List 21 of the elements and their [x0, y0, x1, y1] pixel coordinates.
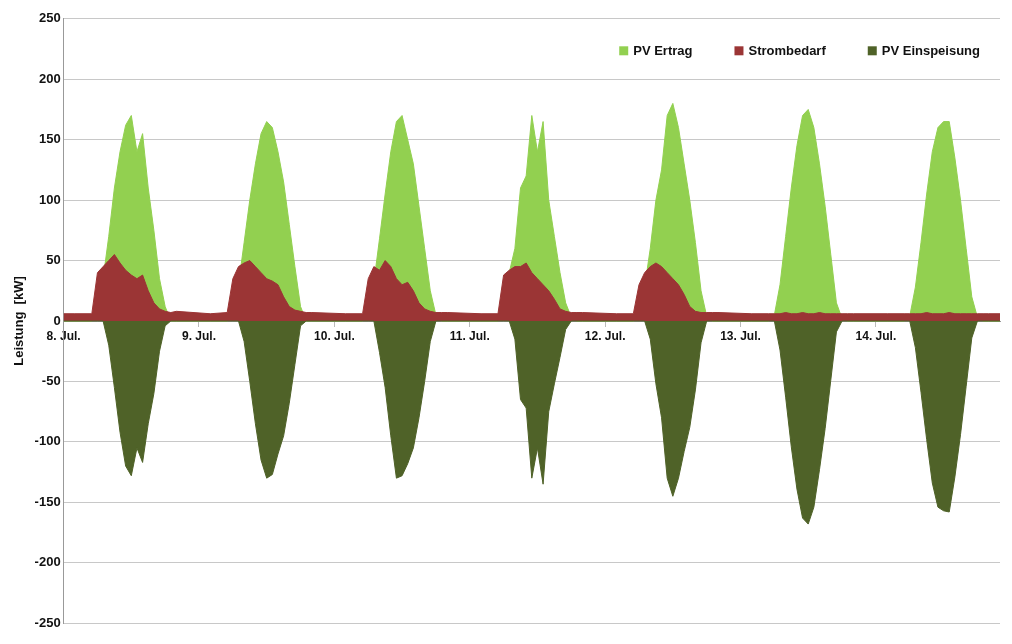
y-tick-label: 150 [38, 131, 61, 147]
legend-label: PV Ertrag [633, 43, 693, 59]
y-tick-label: 0 [53, 312, 61, 328]
y-tick-label: -50 [41, 373, 61, 389]
y-tick-label: -100 [34, 433, 61, 449]
legend-label: PV Einspeisung [881, 43, 981, 59]
y-tick-label: 100 [38, 191, 61, 207]
y-tick-label: -250 [34, 614, 61, 630]
x-tick-label: 9. Jul. [181, 328, 217, 343]
y-tick-label: 200 [38, 70, 61, 86]
y-tick-label: 50 [46, 252, 61, 268]
x-tick-label: 12. Jul. [584, 328, 626, 343]
legend-label: Strombedarf [748, 43, 827, 59]
x-tick-label: 14. Jul. [855, 328, 897, 343]
x-tick-label: 10. Jul. [314, 328, 355, 343]
y-tick-label: -150 [34, 493, 61, 509]
y-tick-label: 250 [38, 10, 61, 26]
x-tick-label: 13. Jul. [720, 328, 761, 343]
y-tick-label: -200 [34, 554, 61, 570]
x-tick-label: 11. Jul. [449, 328, 490, 343]
y-axis-title: Leistung [kW] [11, 276, 27, 366]
